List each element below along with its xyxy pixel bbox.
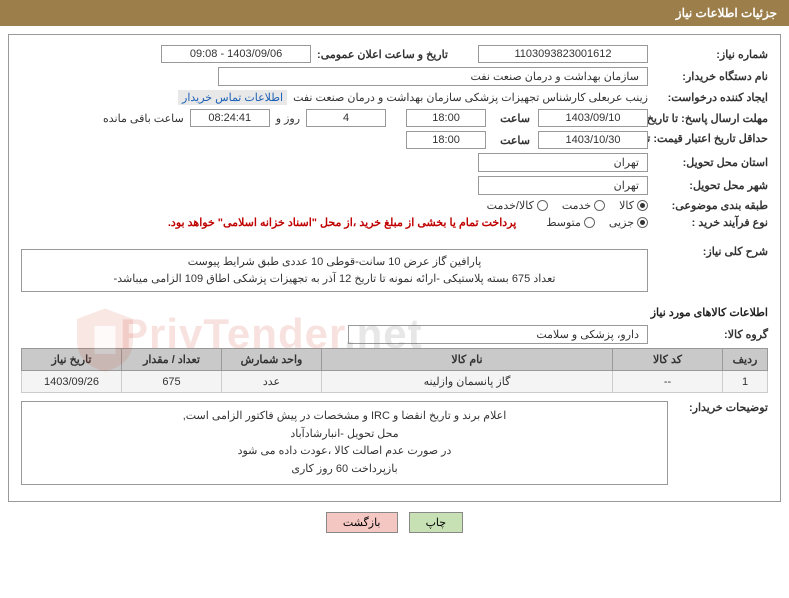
remain-days: 4 <box>306 109 386 127</box>
radio-both-icon <box>537 200 548 211</box>
th-name: نام کالا <box>322 349 613 371</box>
main-panel: شماره نیاز: 1103093823001612 تاریخ و ساع… <box>8 34 781 502</box>
group-label: گروه کالا: <box>648 328 768 341</box>
category-label: طبقه بندی موضوعی: <box>648 199 768 212</box>
remain-suffix: ساعت باقی مانده <box>103 112 184 125</box>
validity-label: حداقل تاریخ اعتبار قیمت: تا تاریخ: <box>648 133 768 146</box>
validity-time: 18:00 <box>406 131 486 149</box>
cell-code: -- <box>613 371 723 393</box>
requester-label: ایجاد کننده درخواست: <box>648 91 768 104</box>
notes-l3: در صورت عدم اصالت کالا ،عودت داده می شود <box>32 443 657 461</box>
remain-time: 08:24:41 <box>190 109 270 127</box>
buyer-org-label: نام دستگاه خریدار: <box>648 70 768 83</box>
need-no-value: 1103093823001612 <box>478 45 648 63</box>
back-button[interactable]: بازگشت <box>326 512 398 533</box>
validity-date: 1403/10/30 <box>538 131 648 149</box>
radio-partial[interactable]: جزیی <box>609 216 648 229</box>
table-row: 1 -- گاز پانسمان وازلینه عدد 675 1403/09… <box>22 371 768 393</box>
requester-value: زینب عربعلی کارشناس تجهیزات پزشکی سازمان… <box>293 91 648 104</box>
city-label: شهر محل تحویل: <box>648 179 768 192</box>
contact-buyer-link[interactable]: اطلاعات تماس خریدار <box>178 90 287 105</box>
radio-goods-icon <box>637 200 648 211</box>
category-radio-group: کالا خدمت کالا/خدمت <box>487 199 648 212</box>
notes-l2: محل تحویل -انبارشادآباد <box>32 426 657 444</box>
radio-service-label: خدمت <box>562 199 591 212</box>
radio-goods[interactable]: کالا <box>619 199 648 212</box>
page-header: جزئیات اطلاعات نیاز <box>0 0 789 26</box>
buyer-org-value: سازمان بهداشت و درمان صنعت نفت <box>218 67 648 86</box>
buyer-notes-label: توضیحات خریدار: <box>668 401 768 414</box>
overview-label: شرح کلی نیاز: <box>648 245 768 258</box>
need-no-label: شماره نیاز: <box>648 48 768 61</box>
table-header-row: ردیف کد کالا نام کالا واحد شمارش تعداد /… <box>22 349 768 371</box>
items-table: ردیف کد کالا نام کالا واحد شمارش تعداد /… <box>21 348 768 393</box>
cell-idx: 1 <box>723 371 768 393</box>
process-label: نوع فرآیند خرید : <box>648 216 768 229</box>
overview-line1: پارافین گاز عرض 10 سانت-قوطی 10 عددی طبق… <box>30 254 639 271</box>
items-section-title: اطلاعات کالاهای مورد نیاز <box>21 306 768 319</box>
radio-medium[interactable]: متوسط <box>546 216 595 229</box>
province-label: استان محل تحویل: <box>648 156 768 169</box>
th-qty: تعداد / مقدار <box>122 349 222 371</box>
announce-value: 1403/09/06 - 09:08 <box>161 45 311 63</box>
radio-both-label: کالا/خدمت <box>487 199 534 212</box>
province-value: تهران <box>478 153 648 172</box>
radio-medium-label: متوسط <box>546 216 581 229</box>
cell-name: گاز پانسمان وازلینه <box>322 371 613 393</box>
th-code: کد کالا <box>613 349 723 371</box>
overview-line2: تعداد 675 بسته پلاستیکی -ارائه نمونه تا … <box>30 271 639 288</box>
time-label-2: ساعت <box>494 134 530 147</box>
radio-partial-icon <box>637 217 648 228</box>
radio-medium-icon <box>584 217 595 228</box>
th-row: ردیف <box>723 349 768 371</box>
city-value: تهران <box>478 176 648 195</box>
deadline-time: 18:00 <box>406 109 486 127</box>
cell-date: 1403/09/26 <box>22 371 122 393</box>
radio-service[interactable]: خدمت <box>562 199 605 212</box>
overview-box: پارافین گاز عرض 10 سانت-قوطی 10 عددی طبق… <box>21 249 648 292</box>
notes-l4: بازپرداخت 60 روز کاری <box>32 461 657 479</box>
button-row: چاپ بازگشت <box>0 512 789 533</box>
deadline-label: مهلت ارسال پاسخ: تا تاریخ: <box>648 112 768 125</box>
radio-both[interactable]: کالا/خدمت <box>487 199 548 212</box>
process-radio-group: جزیی متوسط <box>546 216 648 229</box>
group-value: دارو، پزشکی و سلامت <box>348 325 648 344</box>
cell-qty: 675 <box>122 371 222 393</box>
time-label-1: ساعت <box>494 112 530 125</box>
cell-unit: عدد <box>222 371 322 393</box>
remain-days-label: روز و <box>276 112 300 125</box>
th-date: تاریخ نیاز <box>22 349 122 371</box>
buyer-notes-box: اعلام برند و تاریخ انقضا و IRC و مشخصات … <box>21 401 668 485</box>
notes-l1: اعلام برند و تاریخ انقضا و IRC و مشخصات … <box>32 408 657 426</box>
deadline-date: 1403/09/10 <box>538 109 648 127</box>
radio-service-icon <box>594 200 605 211</box>
header-title: جزئیات اطلاعات نیاز <box>676 6 777 20</box>
radio-partial-label: جزیی <box>609 216 634 229</box>
print-button[interactable]: چاپ <box>409 512 464 533</box>
th-unit: واحد شمارش <box>222 349 322 371</box>
radio-goods-label: کالا <box>619 199 634 212</box>
treasury-note: پرداخت تمام یا بخشی از مبلغ خرید ،از محل… <box>168 216 516 229</box>
announce-label: تاریخ و ساعت اعلان عمومی: <box>311 48 448 61</box>
